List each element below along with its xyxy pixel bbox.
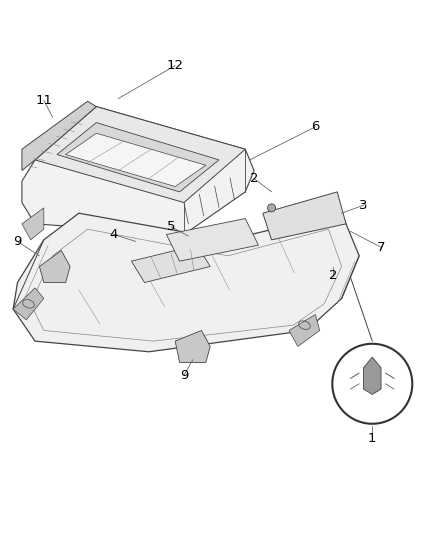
Polygon shape [22,101,96,171]
Polygon shape [22,208,44,240]
Text: 12: 12 [167,59,184,72]
Text: 3: 3 [359,199,368,212]
Text: 9: 9 [13,235,22,248]
Polygon shape [22,107,254,235]
Polygon shape [175,330,210,362]
Polygon shape [289,314,320,346]
Circle shape [332,344,412,424]
Polygon shape [263,192,346,240]
Polygon shape [364,357,381,394]
Polygon shape [39,251,70,282]
Polygon shape [13,288,44,320]
Polygon shape [66,133,206,187]
Text: 11: 11 [35,94,52,107]
Text: 6: 6 [311,120,320,133]
Text: 2: 2 [328,269,337,282]
Text: 7: 7 [377,241,385,254]
Text: 2: 2 [250,172,258,185]
Polygon shape [35,107,245,203]
Text: 4: 4 [110,228,118,241]
Polygon shape [13,213,359,352]
Polygon shape [57,123,219,192]
Text: 5: 5 [166,220,175,233]
Text: 9: 9 [180,369,188,382]
Circle shape [268,204,276,212]
Polygon shape [131,245,210,282]
Polygon shape [166,219,258,261]
Text: 1: 1 [368,432,377,445]
